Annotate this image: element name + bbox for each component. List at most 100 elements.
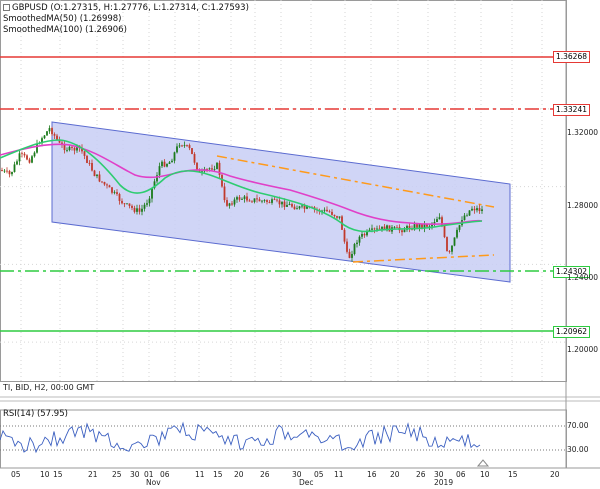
- candle-body: [211, 168, 213, 170]
- candle-body: [21, 153, 23, 155]
- candle-body: [28, 159, 31, 163]
- candle-body: [133, 207, 136, 212]
- candle-body: [301, 205, 303, 207]
- candle-body: [281, 201, 283, 205]
- candle-body: [136, 208, 138, 212]
- candle-body: [416, 224, 418, 228]
- candle-body: [58, 139, 61, 143]
- candle-body: [356, 242, 358, 245]
- candle-body: [163, 161, 166, 167]
- candle-body: [11, 171, 13, 175]
- rsi-pane-frame: [0, 409, 567, 469]
- ma100-legend: SmoothedMA(100) (1.26906): [3, 25, 127, 35]
- candle-body: [108, 185, 111, 188]
- candle-body: [228, 203, 231, 206]
- candle-body: [328, 211, 331, 213]
- candle-body: [441, 217, 443, 226]
- candle-body: [86, 155, 88, 163]
- candle-body: [386, 225, 388, 231]
- candle-body: [438, 217, 441, 220]
- candle-body: [53, 134, 56, 136]
- candle-body: [453, 237, 456, 246]
- month-label-2019: 2019: [434, 478, 454, 487]
- date-tick-label: 10: [40, 470, 50, 479]
- date-tick-label: 25: [112, 470, 122, 479]
- candle-body: [298, 206, 301, 209]
- candle-body: [306, 206, 308, 209]
- candle-body: [406, 225, 408, 230]
- candle-body: [73, 147, 76, 151]
- symbol-legend: GBPUSD (O:1.27315, H:1.27776, L:1.27314,…: [3, 3, 249, 13]
- candle-body: [71, 146, 73, 148]
- candle-body: [481, 209, 483, 212]
- price-axis-label: 1.24000: [567, 273, 599, 282]
- candle-body: [291, 204, 293, 207]
- candle-body: [243, 196, 246, 199]
- candle-body: [393, 226, 396, 228]
- legend-toggle-icon[interactable]: [3, 4, 10, 11]
- candle-body: [148, 198, 151, 204]
- candle-body: [68, 146, 71, 150]
- candle-body: [418, 224, 421, 228]
- price-level-tag-4[interactable]: 1.20962: [552, 326, 590, 338]
- symbol-ohlc-text: GBPUSD (O:1.27315, H:1.27776, L:1.27314,…: [12, 3, 249, 13]
- month-label-nov: Nov: [146, 478, 161, 487]
- candle-body: [451, 245, 453, 252]
- date-tick-label: 05: [11, 470, 21, 479]
- candle-body: [358, 236, 361, 243]
- price-axis-label: 1.32000: [567, 128, 599, 137]
- date-tick-label: 15: [508, 470, 518, 479]
- candle-body: [126, 203, 128, 205]
- candle-body: [408, 225, 411, 230]
- candle-body: [241, 198, 243, 200]
- candle-body: [238, 197, 241, 200]
- price-level-tag-2[interactable]: 1.33241: [552, 104, 590, 116]
- candle-body: [173, 152, 176, 161]
- candle-body: [226, 200, 228, 206]
- date-tick-label: 20: [390, 470, 400, 479]
- orange-trend-line-upper: [216, 155, 495, 208]
- price-level-tag-3[interactable]: 1.24302: [552, 266, 590, 278]
- rsi-legend: RSI(14) (57.95): [3, 409, 68, 419]
- candle-body: [351, 253, 353, 258]
- rsi-level-lower: 30.00: [567, 445, 589, 454]
- candle-body: [233, 199, 236, 205]
- candle-body: [61, 142, 63, 145]
- candle-body: [33, 152, 36, 157]
- candle-body: [413, 224, 416, 230]
- candle-body: [193, 153, 196, 163]
- candle-body: [253, 198, 256, 202]
- date-tick-label: 06: [456, 470, 466, 479]
- candle-body: [373, 228, 376, 230]
- candle-body: [296, 208, 298, 210]
- candle-body: [246, 196, 248, 201]
- candle-body: [206, 169, 208, 170]
- rsi-line: [0, 421, 481, 454]
- candle-body: [181, 145, 183, 147]
- candle-body: [1, 170, 3, 171]
- date-tick-label: 30: [292, 470, 302, 479]
- candle-body: [213, 168, 216, 170]
- candle-body: [273, 199, 276, 201]
- candle-body: [428, 226, 431, 228]
- candle-body: [261, 200, 263, 202]
- candle-body: [188, 145, 191, 149]
- candle-body: [156, 175, 158, 182]
- candle-body: [426, 224, 428, 227]
- candle-body: [361, 234, 363, 237]
- candle-body: [41, 138, 43, 144]
- candle-body: [251, 201, 253, 203]
- candle-body: [283, 201, 286, 207]
- candle-body: [103, 181, 106, 185]
- candle-body: [376, 228, 378, 230]
- price-level-tag-1[interactable]: 1.36268: [552, 51, 590, 63]
- date-tick-label: 11: [195, 470, 205, 479]
- candle-body: [178, 145, 181, 147]
- candle-body: [43, 135, 46, 139]
- candle-body: [161, 161, 163, 167]
- candle-body: [396, 226, 398, 228]
- candle-body: [473, 208, 476, 211]
- candle-body: [76, 145, 78, 151]
